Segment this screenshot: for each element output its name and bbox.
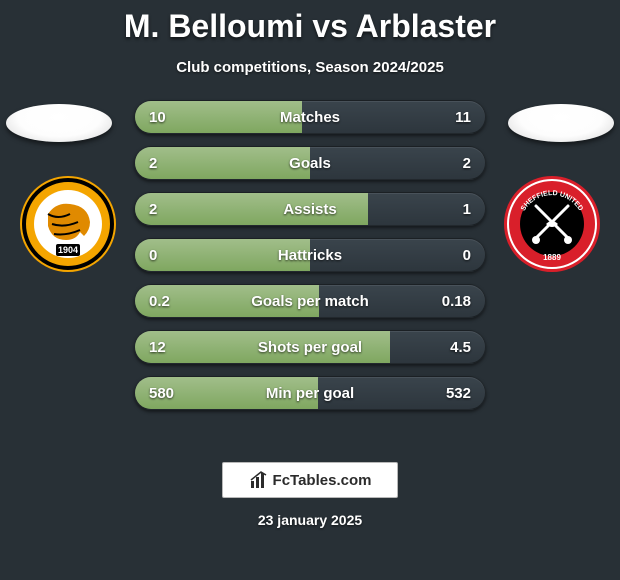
stat-label: Min per goal xyxy=(135,377,485,411)
stat-row: 22Goals xyxy=(134,146,486,180)
stat-label: Goals xyxy=(135,147,485,181)
svg-text:1889: 1889 xyxy=(543,253,561,262)
stat-row: 580532Min per goal xyxy=(134,376,486,410)
brand-bars-icon xyxy=(249,470,269,490)
footer-date: 23 january 2025 xyxy=(0,512,620,528)
stat-label: Assists xyxy=(135,193,485,227)
stat-label: Hattricks xyxy=(135,239,485,273)
page-title: M. Belloumi vs Arblaster xyxy=(0,0,620,45)
stat-row: 00Hattricks xyxy=(134,238,486,272)
stat-label: Matches xyxy=(135,101,485,135)
stat-row: 124.5Shots per goal xyxy=(134,330,486,364)
player-oval-right xyxy=(508,104,614,142)
club-crest-left: 1904 xyxy=(18,174,118,274)
stat-label: Shots per goal xyxy=(135,331,485,365)
stat-rows: 1011Matches 22Goals 21Assists 00Hattricks 0.… xyxy=(134,100,486,422)
brand-text: FcTables.com xyxy=(273,472,372,489)
brand-badge: FcTables.com xyxy=(222,462,398,498)
stat-row: 1011Matches xyxy=(134,100,486,134)
stat-row: 21Assists xyxy=(134,192,486,226)
svg-text:1904: 1904 xyxy=(58,245,78,255)
comparison-arena: 1904 SHEFFIELD UNITED 1889 1011Matches 22… xyxy=(0,100,620,440)
player-oval-left xyxy=(6,104,112,142)
club-crest-right: SHEFFIELD UNITED 1889 xyxy=(502,174,602,274)
subtitle: Club competitions, Season 2024/2025 xyxy=(0,59,620,76)
stat-label: Goals per match xyxy=(135,285,485,319)
stat-row: 0.20.18Goals per match xyxy=(134,284,486,318)
